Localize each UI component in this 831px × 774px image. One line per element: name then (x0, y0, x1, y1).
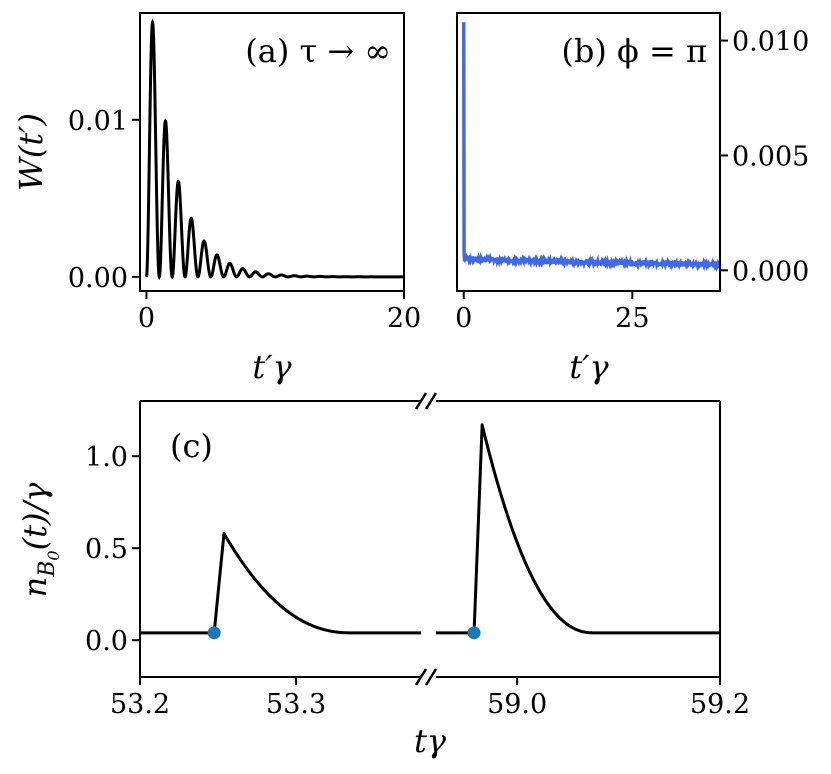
panel-c-xtick-label: 53.3 (266, 689, 326, 720)
panel-c-ylabel: nB0(t)/γ (16, 482, 63, 598)
panel-a-xtick-label: 0 (138, 303, 155, 334)
panel-c-label: (c) (170, 427, 213, 465)
panel-a-xtick-label: 20 (387, 303, 421, 334)
panel-c-xlabel: tγ (414, 722, 447, 760)
panel-c-ytick-label: 1.0 (85, 442, 128, 473)
panel-b-ytick-label: 0.005 (732, 141, 809, 172)
axis-break-bottom (414, 668, 438, 686)
panel-a-label: (a) τ → ∞ (245, 32, 391, 70)
panel-c-series-line (436, 423, 720, 635)
panel-b-frame (456, 12, 721, 292)
panel-c-marker (207, 626, 221, 640)
panel-b: 0 25 0.000 0.005 0.010 (b) ϕ = π t′γ (455, 12, 809, 386)
panel-a-xlabel: t′γ (252, 348, 292, 386)
panel-c-series-line (140, 531, 421, 635)
panel-b-xtick-label: 25 (615, 303, 649, 334)
panel-c-marker (467, 626, 481, 640)
panel-a-ytick-label: 0.00 (68, 263, 128, 294)
panel-c: 53.2 53.3 59.0 59.2 0.0 0.5 1.0 (c) tγ nB0(t)/… (16, 392, 750, 760)
panel-c-xtick-label: 59.0 (487, 689, 547, 720)
panel-a-ylabel: W(t′) (12, 113, 50, 191)
panel-c-xtick-label: 59.2 (690, 689, 750, 720)
panel-a-frame (139, 12, 405, 292)
panel-c-xtick-label: 53.2 (110, 689, 170, 720)
panel-a-series-line (145, 18, 404, 281)
panel-b-series-line (461, 22, 722, 273)
axis-break-top (414, 392, 438, 410)
panel-b-xlabel: t′γ (569, 348, 609, 386)
panel-a: 0 20 0.00 0.01 (a) τ → ∞ t′γ W(t′) (12, 12, 421, 386)
panel-b-label: (b) ϕ = π (561, 32, 707, 70)
panel-c-ytick-label: 0.0 (85, 626, 128, 657)
panel-b-xtick-label: 0 (455, 303, 472, 334)
panel-b-ytick-label: 0.000 (732, 256, 809, 287)
panel-a-ytick-label: 0.01 (68, 106, 128, 137)
panel-c-ytick-label: 0.5 (85, 534, 128, 565)
panel-b-ytick-label: 0.010 (732, 27, 809, 58)
